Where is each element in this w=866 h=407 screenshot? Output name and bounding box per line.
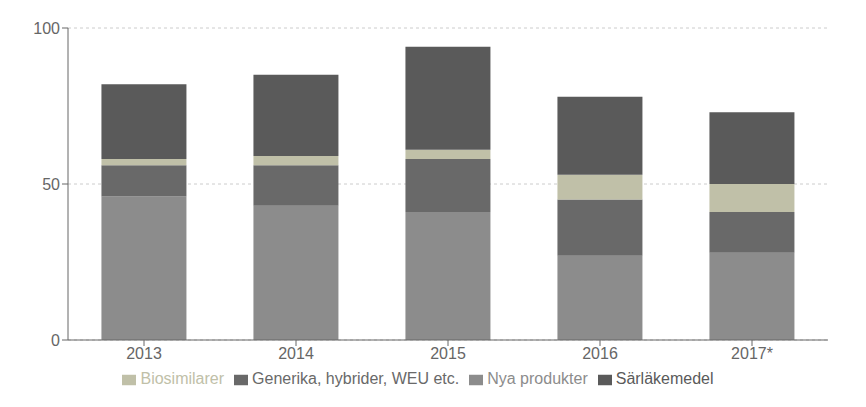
html-text:Särläkemedel: Särläkemedel <box>615 370 714 387</box>
svg-text:2013: 2013 <box>126 345 162 362</box>
svg-text:100: 100 <box>33 20 60 37</box>
html-text:Biosimilarer: Biosimilarer <box>140 370 224 387</box>
svg-text:2017*: 2017* <box>731 345 773 362</box>
svg-text:50: 50 <box>42 176 60 193</box>
svg-text:2016: 2016 <box>582 345 618 362</box>
html-text:Nya produkter: Nya produkter <box>487 370 588 387</box>
svg-text:2015: 2015 <box>430 345 466 362</box>
svg-text:0: 0 <box>51 332 60 349</box>
html-text:Generika, hybrider, WEU etc.: Generika, hybrider, WEU etc. <box>252 370 460 387</box>
svg-text:2014: 2014 <box>278 345 314 362</box>
